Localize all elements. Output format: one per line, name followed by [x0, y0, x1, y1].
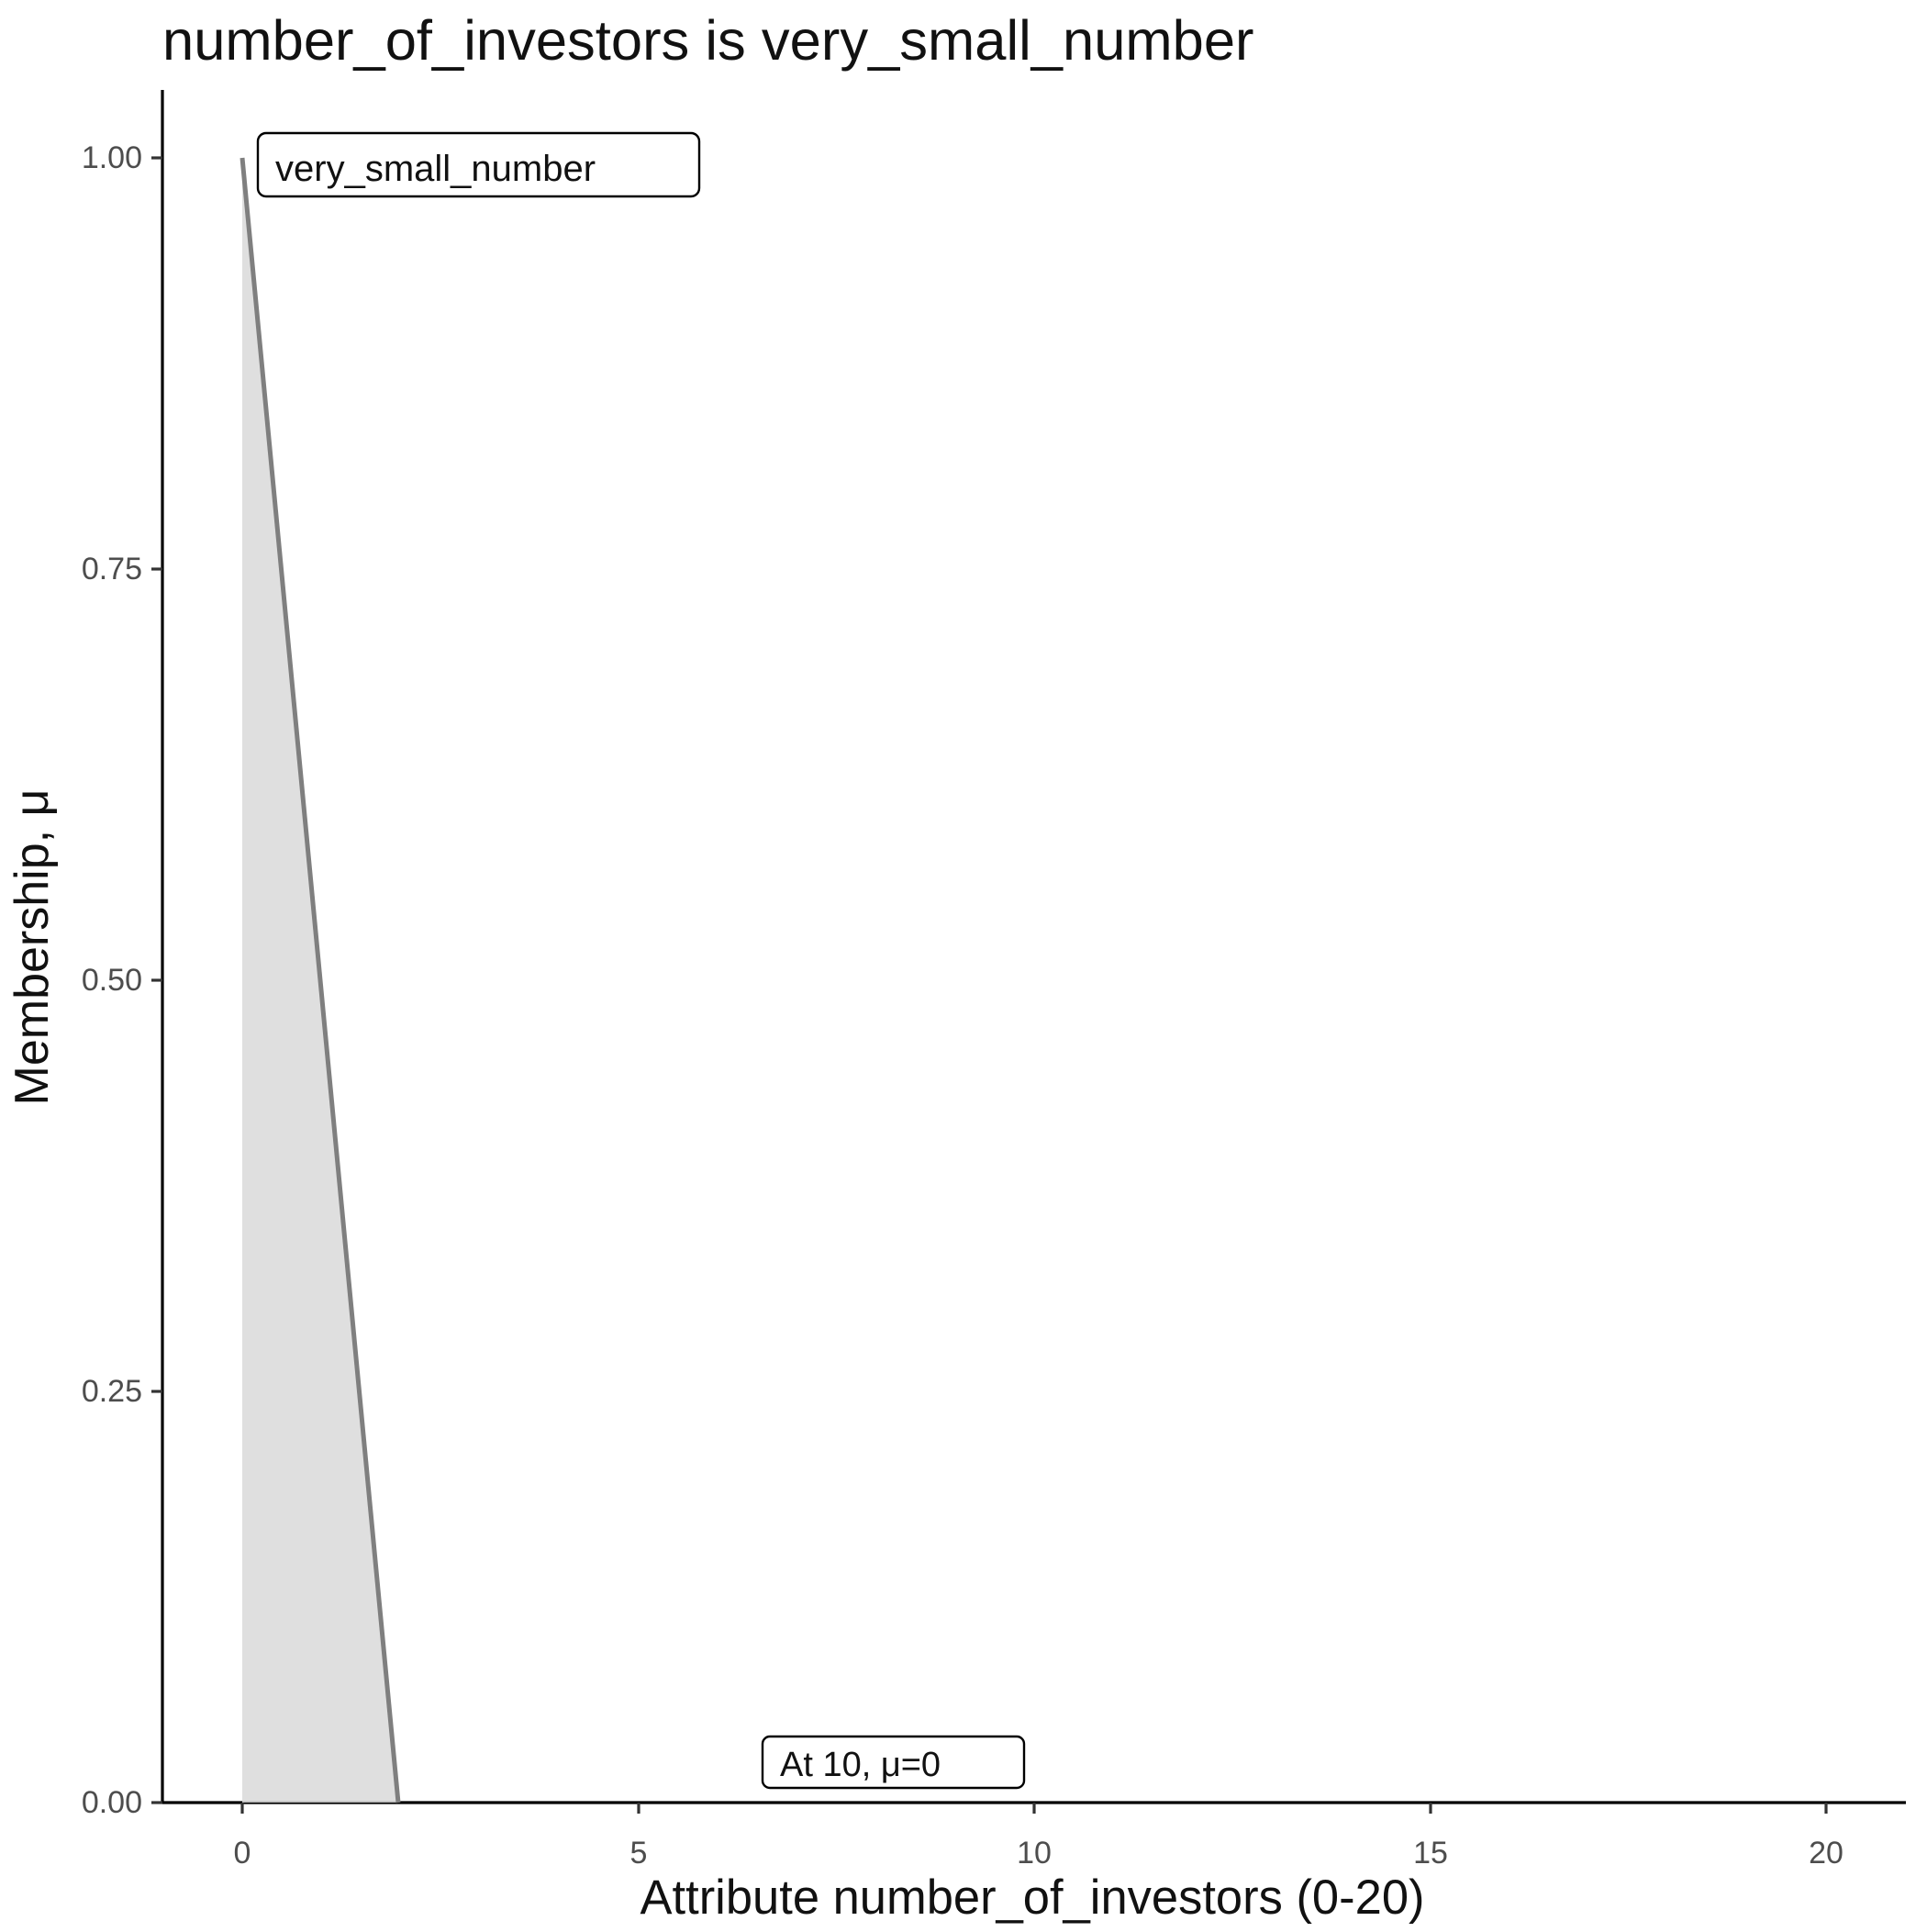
svg-text:0.00: 0.00 — [82, 1785, 142, 1820]
svg-text:0.25: 0.25 — [82, 1374, 142, 1409]
svg-text:Attribute number_of_investors: Attribute number_of_investors (0-20) — [640, 1871, 1425, 1925]
svg-text:very_small_number: very_small_number — [275, 149, 596, 189]
svg-text:10: 10 — [1017, 1836, 1052, 1871]
svg-text:0.75: 0.75 — [82, 552, 142, 586]
svg-text:At 10, μ=0: At 10, μ=0 — [780, 1746, 941, 1784]
svg-text:20: 20 — [1809, 1836, 1843, 1871]
svg-text:number_of_investors is very_sm: number_of_investors is very_small_number — [162, 9, 1254, 73]
svg-text:1.00: 1.00 — [82, 140, 142, 175]
svg-text:5: 5 — [630, 1836, 648, 1871]
svg-text:15: 15 — [1413, 1836, 1448, 1871]
svg-text:0: 0 — [234, 1836, 251, 1871]
svg-text:0.50: 0.50 — [82, 963, 142, 998]
svg-text:Membership, μ: Membership, μ — [6, 789, 59, 1106]
